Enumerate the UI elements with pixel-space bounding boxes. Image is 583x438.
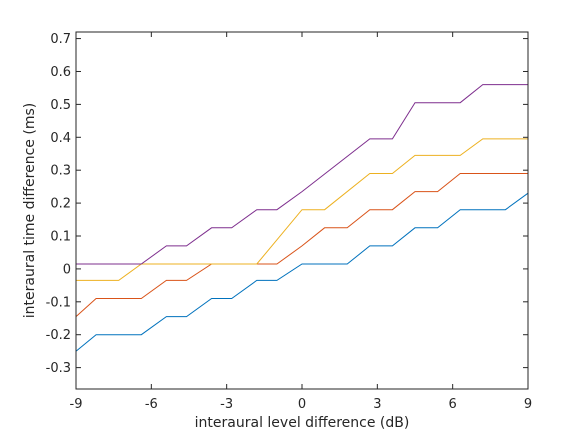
x-tick-label: 9 [524,397,532,412]
y-tick-label: -0.2 [46,328,71,343]
y-tick-label: 0.6 [50,65,71,80]
y-tick-label: 0.3 [50,164,71,179]
y-tick-label: 0.1 [50,230,71,245]
y-axis-label: interaural time difference (ms) [22,103,38,318]
x-tick-label: -6 [145,397,158,412]
axes-box [75,31,529,390]
series-line-2 [75,173,528,317]
y-tick-label: -0.3 [46,361,71,376]
x-axis-label: interaural level difference (dB) [195,415,410,431]
x-axis-ticks: -9 -6 -3 0 3 6 9 [70,32,532,412]
series-line-1 [75,192,529,352]
y-axis-ticks: -0.3 -0.2 -0.1 0 0.1 0.2 0.3 0.4 0.5 0.6 0.7 [46,32,528,376]
x-tick-label: -3 [220,397,233,412]
series-line-3 [76,138,528,281]
x-tick-label: 0 [298,397,306,412]
x-tick-label: 6 [449,397,457,412]
x-tick-label: 3 [373,397,381,412]
series-line-4 [76,84,528,265]
y-tick-label: -0.1 [46,295,71,310]
y-tick-label: 0.5 [50,98,71,113]
y-tick-label: 0.2 [50,197,71,212]
series-layer [75,84,529,352]
y-tick-label: 0.4 [50,131,71,146]
y-tick-label: 0.7 [50,32,71,47]
y-tick-label: 0 [63,262,71,277]
x-tick-label: -9 [70,397,83,412]
